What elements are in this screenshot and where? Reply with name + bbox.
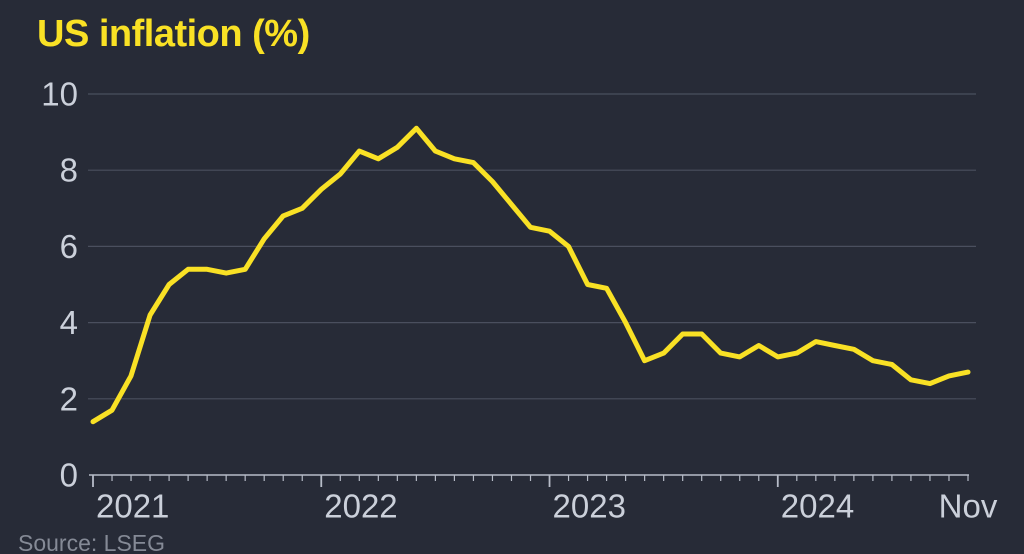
inflation-line-series <box>90 125 971 425</box>
source-note: Source: LSEG <box>18 530 166 554</box>
x-axis-label-2021: 2021 <box>96 488 169 525</box>
y-axis-label-6: 6 <box>60 228 78 265</box>
x-axis-label-Nov: Nov <box>939 488 998 525</box>
chart-title: US inflation (%) <box>37 13 310 55</box>
x-axis-label-2023: 2023 <box>553 488 626 525</box>
y-axis-label-4: 4 <box>60 304 78 341</box>
y-axis-label-8: 8 <box>60 152 78 189</box>
y-axis-label-2: 2 <box>60 380 78 417</box>
y-axis-label-10: 10 <box>41 76 78 113</box>
x-axis-label-2022: 2022 <box>324 488 397 525</box>
y-axis-label-0: 0 <box>60 457 78 494</box>
x-axis-label-2024: 2024 <box>781 488 854 525</box>
